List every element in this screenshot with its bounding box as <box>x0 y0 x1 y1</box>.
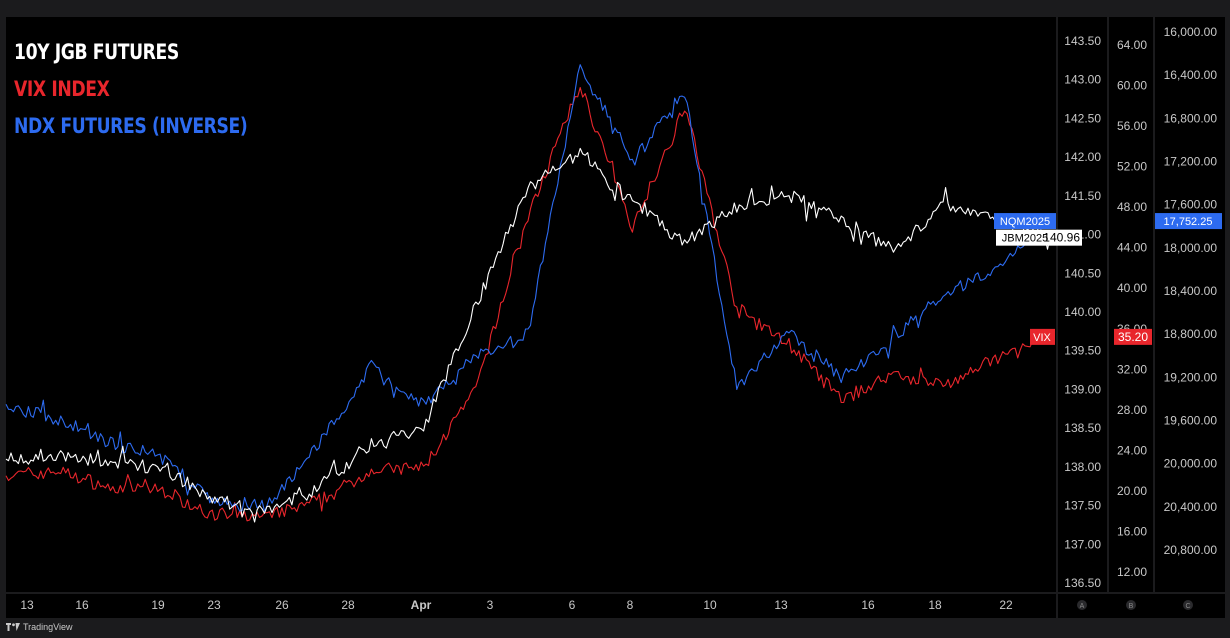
tick-label-jgb: 140.00 <box>1064 305 1101 319</box>
x-tick-label: 28 <box>341 598 355 612</box>
axis-panel-jgb[interactable] <box>1058 17 1107 592</box>
tick-label-vix: 20.00 <box>1117 484 1147 498</box>
legend-vix: VIX INDEX <box>14 77 110 101</box>
corner-buttons-layer: A B C <box>1077 600 1193 610</box>
x-tick-label: 16 <box>75 598 89 612</box>
marker-vix-value: 35.20 <box>1118 330 1148 344</box>
tick-label-jgb: 138.50 <box>1064 421 1101 435</box>
tick-label-jgb: 136.50 <box>1064 576 1101 590</box>
tick-label-vix: 40.00 <box>1117 281 1147 295</box>
legend-ndx: NDX FUTURES (INVERSE) <box>14 114 248 138</box>
tick-label-jgb: 142.00 <box>1064 150 1101 164</box>
series-line-NQM2025 <box>5 64 1051 512</box>
tick-label-vix: 64.00 <box>1117 38 1147 52</box>
tick-label-jgb: 139.50 <box>1064 344 1101 358</box>
x-tick-label: 26 <box>275 598 289 612</box>
tick-label-ndx: 16,000.00 <box>1164 25 1218 39</box>
x-tick-label: 3 <box>487 598 494 612</box>
tick-label-ndx: 20,800.00 <box>1164 543 1218 557</box>
tick-label-ndx: 19,600.00 <box>1164 414 1218 428</box>
marker-vix-value-box <box>1114 328 1152 345</box>
axis-mode-button-label: C <box>1185 603 1190 610</box>
plot-area <box>6 17 1056 592</box>
tradingview-brand[interactable]: TradingView <box>6 622 73 632</box>
axis-mode-button[interactable] <box>1183 600 1193 610</box>
tick-label-ndx: 17,200.00 <box>1164 155 1218 169</box>
tick-label-jgb: 142.50 <box>1064 111 1101 125</box>
marker-nqm-tag <box>994 213 1056 230</box>
axis-mode-button-label: A <box>1080 603 1085 610</box>
marker-jbm-value: 140.96 <box>1043 231 1080 245</box>
x-tick-label: 16 <box>861 598 875 612</box>
tick-label-vix: 52.00 <box>1117 160 1147 174</box>
tick-label-jgb: 143.00 <box>1064 73 1101 87</box>
tick-label-ndx: 16,400.00 <box>1164 68 1218 82</box>
x-tick-label: 13 <box>20 598 34 612</box>
x-tick-label: 18 <box>928 598 942 612</box>
tick-label-vix: 60.00 <box>1117 79 1147 93</box>
axis-mode-button-label: B <box>1129 603 1134 610</box>
tick-label-vix: 12.00 <box>1117 565 1147 579</box>
tick-label-vix: 24.00 <box>1117 443 1147 457</box>
axis-panel-ndx[interactable] <box>1155 17 1225 592</box>
series-layer <box>5 64 1051 523</box>
marker-nqm-name: NQM2025 <box>1000 216 1050 228</box>
x-tick-label: 19 <box>151 598 165 612</box>
tick-label-ndx: 20,400.00 <box>1164 500 1218 514</box>
axis-panel-vix[interactable] <box>1109 17 1153 592</box>
tick-label-ndx: 16,800.00 <box>1164 111 1218 125</box>
marker-jbm-name: JBM2025 <box>1002 233 1048 245</box>
x-tick-label: 10 <box>703 598 717 612</box>
tick-label-ndx: 19,200.00 <box>1164 370 1218 384</box>
legend-jgb: 10Y JGB FUTURES <box>14 40 179 64</box>
tick-label-jgb: 139.00 <box>1064 382 1101 396</box>
tick-label-ndx: 17,600.00 <box>1164 198 1218 212</box>
tick-label-jgb: 138.00 <box>1064 460 1101 474</box>
tick-label-ndx: 18,000.00 <box>1164 241 1218 255</box>
tick-label-ndx: 18,800.00 <box>1164 327 1218 341</box>
x-tick-label: 6 <box>569 598 576 612</box>
tick-label-vix: 16.00 <box>1117 524 1147 538</box>
marker-vix-tag <box>1030 328 1055 345</box>
tick-label-ndx: 18,400.00 <box>1164 284 1218 298</box>
marker-nqm-value: 17,752.25 <box>1164 216 1213 228</box>
axis-mode-button[interactable] <box>1126 600 1136 610</box>
marker-vix-name: VIX <box>1033 332 1051 344</box>
tradingview-logo-icon <box>6 623 20 631</box>
tick-label-vix: 32.00 <box>1117 362 1147 376</box>
series-line-JBM2025 <box>5 147 1051 523</box>
x-axis-labels-layer: 13 16 19 23 26 28 Apr 3 6 8 10 13 16 18 22 <box>20 598 1013 612</box>
x-tick-label: Apr <box>411 598 432 612</box>
time-axis-panel[interactable] <box>6 594 1056 618</box>
tick-label-vix: 48.00 <box>1117 200 1147 214</box>
tick-label-jgb: 141.50 <box>1064 189 1101 203</box>
tick-label-vix: 44.00 <box>1117 241 1147 255</box>
tick-label-jgb: 137.50 <box>1064 499 1101 513</box>
tick-label-jgb: 140.50 <box>1064 266 1101 280</box>
tick-label-jgb: 143.50 <box>1064 34 1101 48</box>
axis-mode-button[interactable] <box>1077 600 1087 610</box>
tick-label-ndx: 20,000.00 <box>1164 457 1218 471</box>
legend: 10Y JGB FUTURES VIX INDEX NDX FUTURES (I… <box>14 34 299 145</box>
marker-jbm-tag <box>996 229 1082 246</box>
tick-label-vix: 56.00 <box>1117 119 1147 133</box>
tick-label-jgb: 137.00 <box>1064 537 1101 551</box>
brand-label: TradingView <box>23 622 73 632</box>
series-line-VIX <box>5 86 1051 522</box>
x-tick-label: 13 <box>774 598 788 612</box>
x-tick-label: 23 <box>207 598 221 612</box>
footer-bar <box>0 620 1230 638</box>
tick-label-vix: 28.00 <box>1117 403 1147 417</box>
marker-nqm-value-box <box>1155 213 1222 230</box>
x-tick-label: 22 <box>999 598 1013 612</box>
axis-labels-layer: 143.50143.00142.50142.00141.50141.00140.… <box>1064 25 1217 590</box>
x-tick-label: 8 <box>627 598 634 612</box>
